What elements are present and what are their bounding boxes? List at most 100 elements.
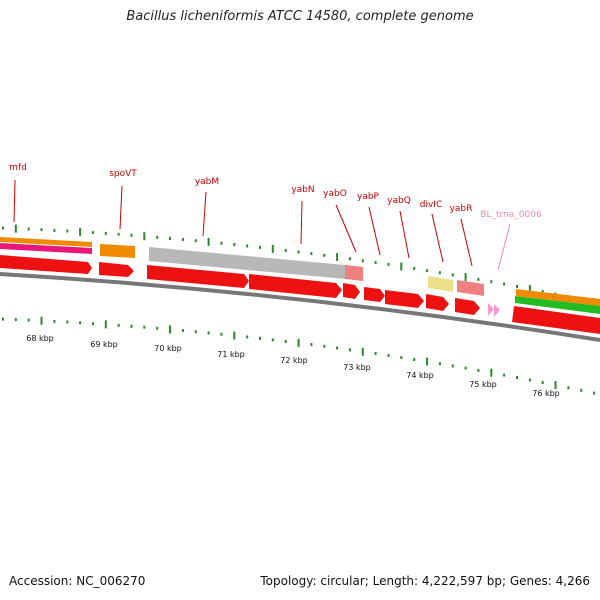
lower-tick xyxy=(413,358,416,361)
lower-tick-marks xyxy=(2,316,596,395)
lower-tick xyxy=(2,317,4,321)
ruler-label: 69 kbp xyxy=(90,340,118,349)
upper-tick xyxy=(361,259,364,263)
lower-tick xyxy=(361,347,364,356)
label-connector-yabN xyxy=(300,200,303,245)
lower-tick xyxy=(66,320,69,324)
gene-label-yabR: yabR xyxy=(450,204,473,214)
yabO-light-bar xyxy=(345,265,363,281)
ruler-label: 72 kbp xyxy=(280,356,308,365)
lower-tick xyxy=(464,366,467,370)
lower-tick xyxy=(323,344,326,348)
lower-tick xyxy=(284,339,287,343)
upper-tick xyxy=(541,290,544,293)
lower-tick xyxy=(79,321,82,325)
lower-tick xyxy=(580,388,583,392)
lower-tick xyxy=(593,391,596,395)
yabQ-arrow xyxy=(385,290,424,308)
upper-tick xyxy=(53,228,56,232)
upper-tick xyxy=(259,245,261,249)
ruler-label: 70 kbp xyxy=(154,344,182,353)
right-red-arrow xyxy=(512,306,600,334)
upper-tick xyxy=(451,273,454,277)
lower-tick xyxy=(490,368,493,377)
lower-tick xyxy=(297,339,300,347)
trna-arrow-2 xyxy=(494,304,500,317)
upper-tick xyxy=(130,233,133,237)
gene-label-spoVT: spoVT xyxy=(109,169,137,179)
upper-tick xyxy=(323,253,326,257)
label-connector-yabP xyxy=(368,206,381,256)
ruler-label: 75 kbp xyxy=(469,380,497,389)
lower-tick xyxy=(53,319,56,323)
lower-tick xyxy=(554,381,557,390)
upper-tick xyxy=(194,239,197,243)
lower-tick xyxy=(233,331,236,340)
gene-label-yabM: yabM xyxy=(195,177,219,187)
lower-tick xyxy=(156,326,159,330)
label-connector-yabQ xyxy=(399,210,410,259)
right-green-bar xyxy=(515,296,600,314)
lower-tick xyxy=(104,320,107,329)
upper-tick xyxy=(387,263,390,266)
lower-tick xyxy=(567,386,570,390)
upper-tick xyxy=(40,228,43,232)
lower-tick xyxy=(40,316,43,325)
upper-tick xyxy=(374,261,377,264)
upper-tick xyxy=(297,250,300,254)
upper-tick xyxy=(27,227,30,231)
upper-tick xyxy=(348,257,351,261)
lower-tick xyxy=(246,335,249,339)
upper-tick xyxy=(400,262,403,271)
genome-backbone xyxy=(0,272,600,342)
gene-label-yabO: yabO xyxy=(323,189,347,199)
lower-tick xyxy=(92,322,94,326)
upper-tick-marks xyxy=(2,224,596,307)
lower-tick xyxy=(348,348,351,352)
yabN-arrow xyxy=(249,274,342,298)
label-connector-spoVT xyxy=(119,185,123,230)
gene-label-yabQ: yabQ xyxy=(387,196,411,206)
upper-tick xyxy=(92,231,94,235)
gene-label-divIC: divIC xyxy=(420,200,442,210)
upper-tick xyxy=(2,226,4,230)
label-connector-yabM xyxy=(202,191,207,237)
yabR-light-bar xyxy=(457,280,484,296)
lower-tick xyxy=(130,324,133,328)
lower-tick xyxy=(271,338,274,342)
upper-tick xyxy=(464,273,467,282)
lower-tick xyxy=(181,329,184,332)
lower-tick xyxy=(27,318,30,322)
right-orange-bar xyxy=(516,289,600,306)
upper-tick xyxy=(143,232,146,241)
upper-tick xyxy=(156,235,159,239)
lower-tick xyxy=(14,318,17,322)
upper-tick xyxy=(117,232,120,236)
label-connectors xyxy=(13,179,511,271)
upper-tick xyxy=(79,227,82,236)
lower-tick xyxy=(503,373,506,377)
upper-tick xyxy=(246,244,249,248)
upper-tick xyxy=(220,241,223,245)
yabM-gray-bar xyxy=(149,247,345,279)
accession-text: Accession: NC_006270 xyxy=(9,574,146,588)
label-connector-mfd xyxy=(13,179,16,223)
spoVT-orange-bar xyxy=(100,244,135,258)
upper-tick xyxy=(271,244,274,253)
gene-label-yabP: yabP xyxy=(357,192,380,202)
lower-tick xyxy=(541,381,544,384)
mfd-arrow xyxy=(0,255,92,274)
upper-tick xyxy=(284,248,287,252)
gene-label-mfd: mfd xyxy=(9,163,27,173)
lower-tick xyxy=(438,362,441,366)
gene-label-BL_trna_0006: BL_trna_0006 xyxy=(480,210,542,220)
lower-tick xyxy=(426,357,429,366)
lower-tick xyxy=(143,325,146,329)
upper-tick xyxy=(516,285,518,288)
map-title: Bacillus licheniformis ATCC 14580, compl… xyxy=(126,9,474,24)
upper-tick xyxy=(14,224,17,233)
mfd-magenta-bar xyxy=(0,243,92,254)
upper-tick xyxy=(503,282,506,286)
mfd-orange-bar xyxy=(0,237,92,247)
lower-tick xyxy=(528,378,531,382)
